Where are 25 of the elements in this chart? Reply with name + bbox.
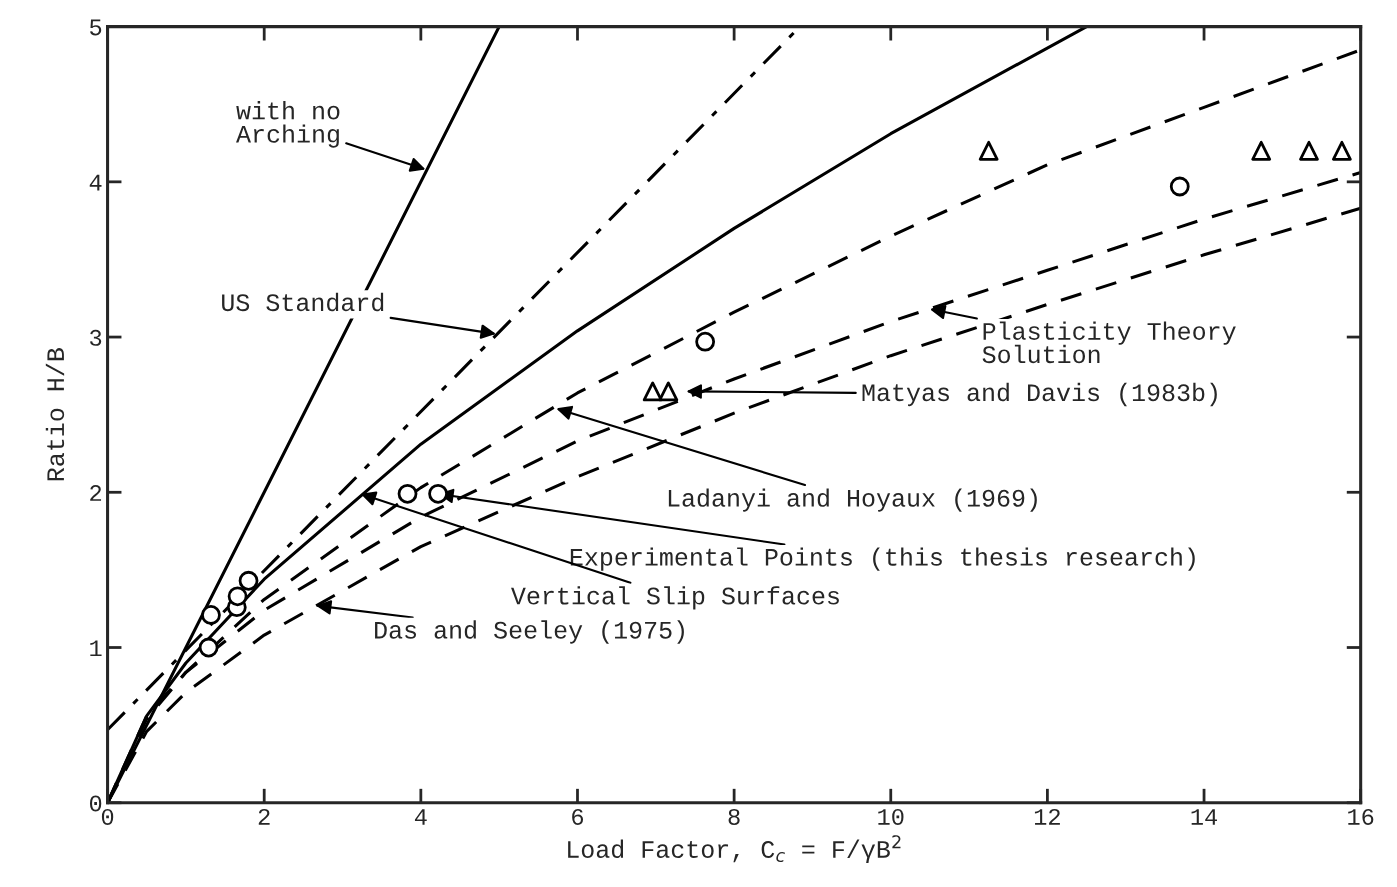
- y-tick-label: 3: [90, 329, 102, 346]
- y-tick-label: 1: [90, 640, 102, 657]
- y-axis-title: Ratio H/B: [45, 348, 65, 481]
- x-axis-title: Load Factor, C$_{c}$ = F/γB$^{2}$: [568, 835, 901, 863]
- annotation: Plasticity Theory Solution: [982, 321, 1236, 364]
- x-tick-label: 4: [414, 809, 427, 825]
- annotation: Das and Seeley (1975): [375, 620, 684, 644]
- x-tick-label: 2: [258, 808, 270, 825]
- x-tick-label: 0: [101, 808, 114, 825]
- y-tick-label: 2: [90, 485, 102, 501]
- y-tick-label: 4: [89, 174, 102, 191]
- y-tick-label: 5: [90, 19, 102, 36]
- annotation: with no Arching: [236, 101, 340, 148]
- x-tick-label: 10: [878, 808, 904, 825]
- annotation: Vertical Slip Surfaces: [511, 586, 839, 610]
- x-tick-label: 6: [572, 808, 584, 825]
- annotation: Experimental Points (this thesis research): [570, 547, 1195, 571]
- x-tick-label: 12: [1034, 808, 1060, 825]
- x-tick-label: 14: [1191, 809, 1218, 825]
- annotation: US Standard: [222, 292, 384, 312]
- annotation: Ladanyi and Hoyaux (1969): [668, 488, 1037, 512]
- x-tick-label: 8: [728, 808, 740, 825]
- y-tick-label: 0: [89, 795, 102, 812]
- x-tick-label: 16: [1348, 808, 1374, 825]
- annotation: Matyas and Davis (1983b): [862, 382, 1217, 407]
